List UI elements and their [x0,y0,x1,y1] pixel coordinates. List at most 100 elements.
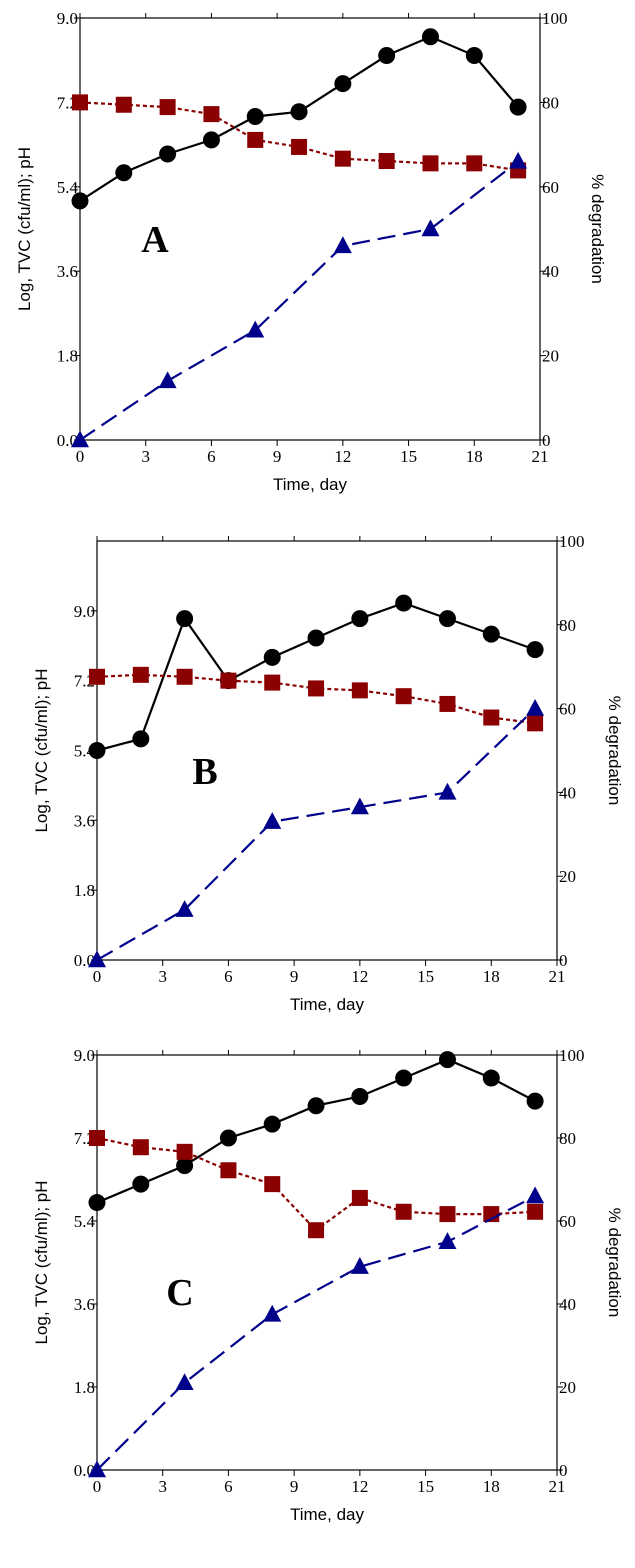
ph-point-c [132,1139,149,1156]
chart-panel-b: 0 3 6 9 12 15 18 210.01.83.65.47.29.00204060801… [32,532,624,1014]
ph-line-c [96,1136,536,1232]
tvc-point-b [132,730,150,748]
ph-point-a [115,96,132,113]
y-tick-label: 1.8 [57,347,78,366]
x-tick-label: 12 [351,967,368,986]
tvc-point-b [395,594,413,612]
tvc-point-b [307,629,325,647]
y2-tick-label: 60 [559,1212,576,1231]
x-tick-label: 6 [207,447,216,466]
y2-tick-label: 0 [559,951,568,970]
x-tick-label: 9 [273,447,282,466]
ph-point-a [422,155,439,172]
x-tick-label: 21 [549,967,566,986]
plot-frame-c [96,1054,558,1471]
ph-point-c [308,1222,325,1239]
ph-point-c [439,1206,456,1223]
y2-axis-label: % degradation [605,1208,624,1318]
ph-point-b [132,666,149,683]
tvc-point-b [482,625,500,643]
tvc-point-a [71,192,89,210]
y2-tick-label: 0 [542,431,551,450]
degradation-point-a [421,219,440,237]
tvc-point-a [202,131,220,149]
degradation-point-c [88,1460,106,1478]
plot-frame-b [96,540,558,961]
ph-point-c [176,1143,193,1160]
y2-tick-label: 20 [559,1378,576,1397]
x-tick-label: 15 [417,1477,434,1496]
tvc-point-a [115,164,133,182]
ph-point-a [466,155,483,172]
tvc-point-b [88,742,106,759]
degradation-point-b [263,812,282,829]
y-tick-label: 9.0 [57,9,78,28]
y-tick-label: 9.0 [74,1046,95,1065]
ph-point-a [72,94,88,111]
tvc-point-c [263,1115,281,1133]
y2-tick-label: 40 [559,783,576,802]
y-tick-label: 9.0 [74,602,95,621]
degradation-point-b [88,950,106,968]
tvc-point-c [132,1175,150,1193]
degradation-point-b [350,797,369,815]
tvc-point-c [351,1088,369,1105]
tvc-point-a [465,47,483,65]
y2-tick-label: 60 [542,178,559,197]
x-tick-label: 18 [466,447,483,466]
tvc-point-c [438,1051,456,1069]
x-tick-label: 3 [141,447,150,466]
ph-point-b [527,715,544,732]
ph-point-b [176,668,193,685]
tvc-point-a [421,28,439,46]
y2-axis-label: % degradation [605,696,624,806]
ph-point-b [483,709,500,726]
panel-label-c: C [166,1272,193,1314]
degradation-point-b [526,699,545,716]
chart-panel-a: 0 3 6 9 12 15 18 210.01.83.65.47.29.00204060801… [15,9,607,494]
y-tick-label: 1.8 [74,881,95,900]
ph-point-b [264,674,281,691]
y2-tick-label: 100 [559,532,585,551]
y2-tick-label: 0 [559,1461,568,1480]
y-axis-label: Log, TVC (cfu/ml); pH [15,147,34,311]
tvc-line-c [96,1058,536,1204]
y2-tick-label: 40 [559,1295,576,1314]
ph-point-b [89,668,105,685]
tvc-point-a [509,98,527,116]
y-axis-label: Log, TVC (cfu/ml); pH [32,668,51,832]
tvc-point-c [307,1097,325,1115]
degradation-point-a [71,430,89,448]
tvc-point-b [438,610,456,628]
degradation-point-a [509,151,528,169]
y-tick-label: 1.8 [74,1378,95,1397]
y2-tick-label: 40 [542,262,559,281]
tvc-point-c [88,1194,106,1212]
tvc-point-a [290,103,308,121]
x-tick-label: 0 [93,967,102,986]
y2-tick-label: 20 [542,347,559,366]
y2-tick-label: 20 [559,867,576,886]
ph-point-b [220,672,237,689]
x-tick-label: 15 [400,447,417,466]
ph-point-c [220,1162,237,1179]
y-axis-label: Log, TVC (cfu/ml); pH [32,1180,51,1344]
y2-tick-label: 60 [559,700,576,719]
degradation-line-b [96,707,536,961]
x-tick-label: 0 [93,1477,102,1496]
degradation-point-b [175,900,194,917]
ph-point-b [439,695,456,712]
degradation-point-c [350,1257,369,1274]
tvc-point-c [395,1069,413,1087]
tvc-point-a [246,107,264,125]
ph-point-c [395,1203,412,1220]
degradation-line-a [79,160,519,441]
y2-axis-label: % degradation [588,174,607,284]
x-tick-label: 9 [290,1477,299,1496]
x-tick-label: 0 [76,447,85,466]
plot-frame-a [79,17,541,441]
ph-point-b [395,688,412,705]
x-tick-label: 18 [483,1477,500,1496]
degradation-line-c [96,1195,536,1471]
